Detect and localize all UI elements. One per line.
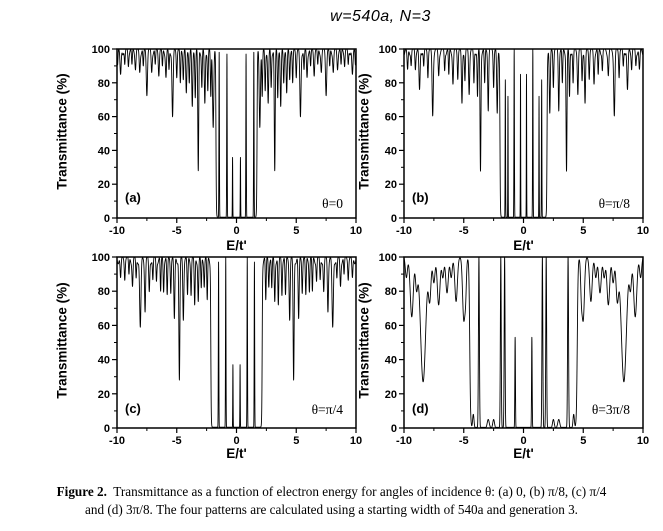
y-tick-label: 60 <box>385 320 397 332</box>
caption-figure-label: Figure 2. <box>56 484 107 499</box>
figure-title: w=540a, N=3 <box>330 8 431 25</box>
plot-frame <box>116 48 357 219</box>
y-tick-label: 80 <box>98 286 110 298</box>
x-tick-label: -10 <box>109 225 125 237</box>
x-tick-label: 5 <box>293 225 299 237</box>
x-tick-label: 0 <box>233 225 239 237</box>
panel-theta-c: θ=π/4 <box>311 402 343 417</box>
y-axis-label-d: Transmittance (%) <box>356 282 372 399</box>
y-tick-label: 0 <box>391 423 397 435</box>
transmittance-curve <box>116 256 357 428</box>
y-tick-label: 80 <box>98 78 110 90</box>
panel-label-b: (b) <box>412 190 429 205</box>
x-tick-label: 10 <box>350 225 362 237</box>
x-tick-label: 0 <box>233 435 239 447</box>
y-tick-label: 40 <box>385 145 397 157</box>
x-tick-label: -5 <box>172 435 182 447</box>
x-tick-label: 10 <box>350 435 362 447</box>
panel-label-c: (c) <box>125 401 141 416</box>
y-tick-label: 80 <box>385 78 397 90</box>
panel-theta-b: θ=π/8 <box>598 196 630 211</box>
y-tick-label: 40 <box>98 355 110 367</box>
y-tick-label: 0 <box>104 213 110 225</box>
y-tick-label: 80 <box>385 286 397 298</box>
panel-label-d: (d) <box>412 401 429 416</box>
y-tick-label: 0 <box>391 213 397 225</box>
transmittance-curve <box>403 48 644 218</box>
x-tick-label: -5 <box>172 225 182 237</box>
y-tick-label: 100 <box>379 252 397 264</box>
y-axis-label-c: Transmittance (%) <box>54 282 70 399</box>
x-tick-label: 0 <box>520 225 526 237</box>
x-axis-label-d: E/t' <box>513 446 533 461</box>
y-tick-label: 60 <box>385 112 397 124</box>
y-tick-label: 100 <box>379 44 397 56</box>
x-tick-label: 10 <box>637 435 649 447</box>
x-tick-label: -5 <box>459 225 469 237</box>
y-tick-label: 60 <box>98 320 110 332</box>
panel-theta-d: θ=3π/8 <box>591 402 630 417</box>
caption-text-2: and (d) 3π/8. The four patterns are calc… <box>85 501 578 517</box>
y-tick-label: 20 <box>98 389 110 401</box>
plot-frame <box>116 256 357 429</box>
x-tick-label: 5 <box>580 435 586 447</box>
y-tick-label: 40 <box>385 355 397 367</box>
caption-line-2: and (d) 3π/8. The four patterns are calc… <box>8 501 655 519</box>
x-tick-label: -10 <box>396 435 412 447</box>
x-axis-label-b: E/t' <box>513 238 533 253</box>
y-tick-label: 60 <box>98 112 110 124</box>
y-tick-label: 20 <box>98 179 110 191</box>
y-tick-label: 100 <box>92 44 110 56</box>
caption-text-1: Transmittance as a function of electron … <box>113 484 607 499</box>
y-tick-label: 100 <box>92 252 110 264</box>
x-tick-label: -10 <box>396 225 412 237</box>
y-tick-label: 40 <box>98 145 110 157</box>
caption-line-1: Figure 2. Transmittance as a function of… <box>8 483 655 501</box>
transmittance-curve <box>116 48 357 218</box>
y-tick-label: 0 <box>104 423 110 435</box>
figure-caption: Figure 2. Transmittance as a function of… <box>8 483 655 518</box>
x-tick-label: 0 <box>520 435 526 447</box>
y-tick-label: 20 <box>385 389 397 401</box>
x-axis-label-c: E/t' <box>226 446 246 461</box>
panel-theta-a: θ=0 <box>322 196 343 211</box>
y-axis-label-a: Transmittance (%) <box>54 73 70 190</box>
x-tick-label: 10 <box>637 225 649 237</box>
y-axis-label-b: Transmittance (%) <box>356 73 372 190</box>
x-tick-label: 5 <box>580 225 586 237</box>
x-tick-label: 5 <box>293 435 299 447</box>
x-tick-label: -5 <box>459 435 469 447</box>
plot-frame <box>403 48 644 219</box>
panel-label-a: (a) <box>125 190 141 205</box>
x-tick-label: -10 <box>109 435 125 447</box>
plot-frame <box>403 256 644 429</box>
y-tick-label: 20 <box>385 179 397 191</box>
x-axis-label-a: E/t' <box>226 238 246 253</box>
